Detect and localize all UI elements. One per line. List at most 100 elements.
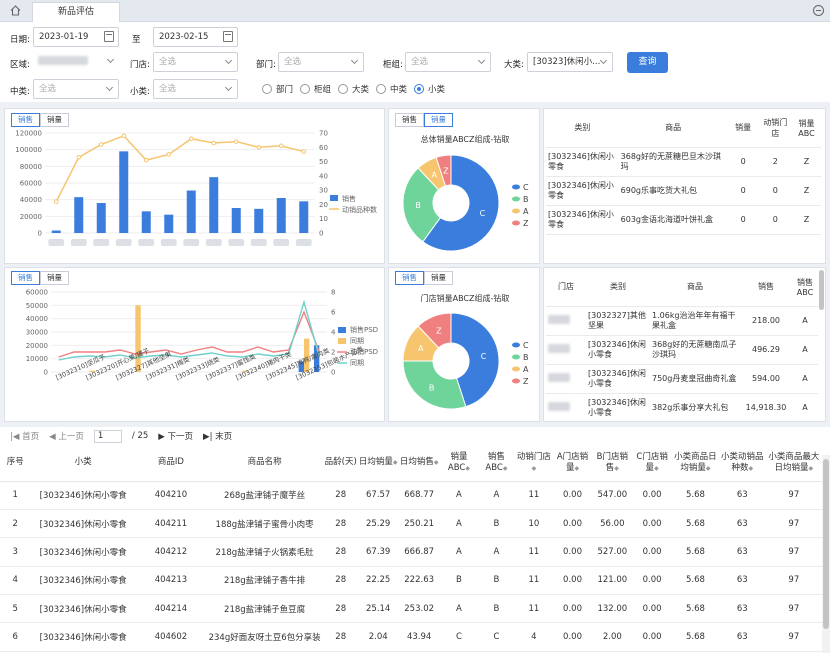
x-tick-blurred (295, 239, 312, 246)
collapse-icon[interactable] (813, 5, 824, 16)
small-class-select[interactable]: 全选 (153, 79, 238, 99)
tab-sales[interactable]: 销售 (11, 271, 40, 285)
calendar-icon[interactable] (104, 31, 114, 42)
group-select[interactable]: 全选 (405, 52, 491, 72)
grid-col-header[interactable]: C门店销量◆ (632, 445, 673, 482)
radio-0[interactable]: 部门 (262, 83, 293, 95)
store-select[interactable]: 全选 (153, 52, 238, 72)
radio-4[interactable]: 小类 (414, 83, 445, 95)
radio-circle-icon[interactable] (338, 84, 348, 94)
table-row[interactable]: [3032346]休闲小零食 690g乐事吃货大礼包 0 0 Z (546, 176, 821, 205)
date-to-input[interactable]: 2023-02-15 (153, 27, 238, 47)
col-header[interactable]: 销售 (758, 282, 774, 292)
mid-class-select[interactable]: 全选 (33, 79, 119, 99)
blurred-cell (546, 306, 586, 335)
table-row[interactable]: [3032327]其他坚果 1.06kg治治年年有福干果礼盒 218.00 A (546, 306, 818, 335)
top-tab-bar: 新品评估 (0, 0, 830, 22)
query-button[interactable]: 查询 (627, 52, 668, 73)
table-row[interactable]: [3032346]休闲小零食 750g丹麦皇冠曲奇礼盒 594.00 A (546, 364, 818, 393)
table-row[interactable]: 2 [3032346]休闲小零食 404211 188g盐津铺子蜜骨小肉枣 28 25.2… (0, 509, 822, 539)
table-row[interactable]: [3032346]休闲小零食 368g好的无蔗糖南瓜子沙琪玛 496.29 A (546, 335, 818, 364)
radio-3[interactable]: 中类 (376, 83, 407, 95)
col-header[interactable]: 类别 (574, 123, 591, 133)
dept-select[interactable]: 全选 (278, 52, 364, 72)
pie1-title: 总体销量ABCZ组成-钻取 (420, 135, 510, 144)
grid-cell: [3032346]休闲小零食 (30, 481, 136, 510)
last-page-button[interactable]: ▶| 末页 (203, 432, 233, 442)
first-page-button[interactable]: |◀ 首页 (10, 432, 40, 442)
sort-icon[interactable]: ◆ (614, 464, 619, 472)
sort-icon[interactable]: ◆ (574, 464, 580, 472)
sort-icon[interactable]: ◆ (654, 464, 659, 472)
grid-col-header[interactable]: 序号 (0, 445, 31, 482)
col-header[interactable]: 类别 (610, 282, 626, 292)
table-row[interactable]: 1 [3032346]休闲小零食 404210 268g盐津铺子魔芋丝 28 67.57 6… (0, 481, 822, 510)
tab-new-product-eval[interactable]: 新品评估 (32, 2, 120, 22)
grid-col-header[interactable]: B门店销售◆ (592, 445, 633, 482)
table-row[interactable]: [3032346]休闲小零食 368g好的无蔗糖巴旦木沙琪玛 0 2 Z (546, 147, 821, 176)
radio-2[interactable]: 大类 (338, 83, 369, 95)
page-input[interactable]: 1 (93, 429, 122, 443)
large-class-select[interactable]: [30323]休闲小... (527, 52, 613, 72)
sort-icon[interactable]: ◆ (705, 464, 711, 472)
table-row[interactable]: 6 [3032346]休闲小零食 404602 234g好面友呀土豆6包分享装 28 2.… (0, 622, 822, 652)
sort-icon[interactable]: ◆ (392, 459, 398, 467)
grid-col-header[interactable]: 品龄(天) (323, 445, 359, 482)
next-page-button[interactable]: ▶ 下一页 (158, 432, 194, 442)
grid-col-header[interactable]: 动销门店◆ (515, 445, 553, 482)
sort-icon[interactable]: ◆ (748, 464, 754, 472)
col-header[interactable]: 动销门店 (763, 117, 788, 138)
tab-volume[interactable]: 销量 (40, 271, 69, 285)
col-header[interactable]: 商品 (665, 123, 682, 133)
grid-col-header[interactable]: 销售ABC◆ (477, 445, 516, 482)
chevron-down-icon (105, 83, 114, 92)
radio-1[interactable]: 柜组 (300, 83, 331, 95)
grid-col-header[interactable]: 商品ID (135, 445, 207, 482)
grid-col-header[interactable]: 商品名称 (206, 445, 324, 482)
tab-sales[interactable]: 销售 (395, 113, 424, 127)
sort-icon[interactable]: ◆ (531, 464, 537, 472)
col-header[interactable]: 商品 (687, 282, 703, 292)
radio-circle-icon[interactable] (300, 84, 310, 94)
col-header[interactable]: 门店 (558, 282, 574, 292)
region-select[interactable] (33, 52, 119, 72)
col-header[interactable]: 销量 (735, 123, 752, 133)
calendar-icon[interactable] (223, 31, 233, 42)
store-label: 门店: (130, 60, 150, 70)
col-header[interactable]: 销量ABC (798, 118, 815, 138)
tab-sales[interactable]: 销售 (395, 271, 424, 285)
grid-col-header[interactable]: 销量ABC◆ (440, 445, 478, 482)
tab-volume[interactable]: 销量 (40, 113, 69, 127)
sort-icon[interactable]: ◆ (502, 464, 508, 472)
grid-col-header[interactable]: 小类动销品种数◆ (718, 445, 766, 482)
grid-col-header[interactable]: 日均销量◆ (358, 445, 399, 482)
radio-circle-icon[interactable] (414, 84, 424, 94)
sort-icon[interactable]: ◆ (808, 464, 814, 472)
table-row[interactable]: 4 [3032346]休闲小零食 404213 218g盐津铺子香牛排 28 22.25 2… (0, 566, 822, 596)
tab-volume[interactable]: 销量 (424, 113, 453, 127)
table-row[interactable]: 5 [3032346]休闲小零食 404214 218g盐津铺子鱼豆腐 28 25.14 2… (0, 594, 822, 624)
pie-slice (435, 154, 452, 187)
radio-circle-icon[interactable] (262, 84, 272, 94)
grid-col-header[interactable]: 小类商品最大日均销量◆ (765, 445, 822, 482)
tab-volume[interactable]: 销量 (424, 271, 453, 285)
sort-icon[interactable]: ◆ (433, 459, 439, 467)
table-row[interactable]: [3032346]休闲小零食 382g乐事分享大礼包 14,918.30 A (546, 393, 818, 421)
table-row[interactable]: 3 [3032346]休闲小零食 404212 218g盐津铺子火锅素毛肚 28 67.3… (0, 537, 822, 567)
grid-scrollbar[interactable] (822, 455, 830, 653)
grid-col-header[interactable]: 小类 (30, 445, 136, 482)
date-from-input[interactable]: 2023-01-19 (33, 27, 119, 47)
grid-col-header[interactable]: A门店销量◆ (552, 445, 593, 482)
grid-col-header[interactable]: 小类商品日均销量◆ (672, 445, 719, 482)
radio-circle-icon[interactable] (376, 84, 386, 94)
prev-page-button[interactable]: ◀ 上一页 (49, 432, 84, 442)
grid-col-header[interactable]: 日均销售◆ (398, 445, 441, 482)
scrollbar[interactable] (819, 270, 824, 310)
table-row[interactable]: [3032346]休闲小零食 603g金语北海道叶饼礼盒 0 0 Z (546, 205, 821, 234)
sort-icon[interactable]: ◆ (465, 464, 470, 472)
tab-sales[interactable]: 销售 (11, 113, 40, 127)
home-icon[interactable] (10, 5, 21, 16)
col-header[interactable]: 销售ABC (796, 277, 814, 297)
